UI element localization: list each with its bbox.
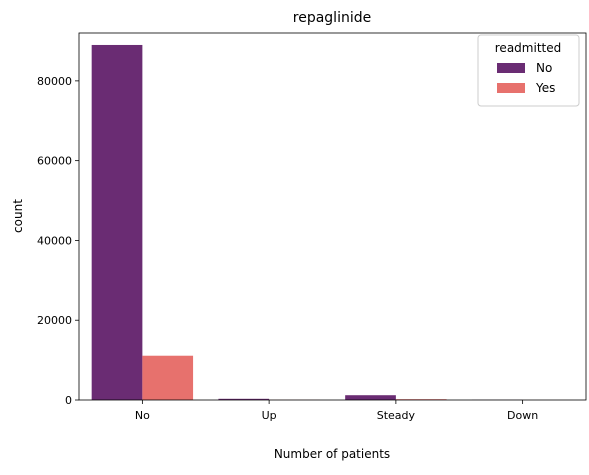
y-axis: 0 20000 40000 60000 80000 — [37, 75, 79, 407]
x-tick-label: Up — [262, 409, 277, 422]
legend-label-no: No — [536, 61, 552, 75]
legend-swatch-yes — [497, 83, 525, 93]
bar-no-yes — [142, 356, 193, 400]
y-tick-label: 40000 — [37, 234, 72, 247]
y-tick-label: 80000 — [37, 75, 72, 88]
bar-no-no — [92, 45, 143, 400]
legend-label-yes: Yes — [535, 81, 555, 95]
y-tick-label: 60000 — [37, 155, 72, 168]
legend-title: readmitted — [495, 41, 561, 55]
x-tick-label: Steady — [377, 409, 416, 422]
bar-steady-no — [345, 395, 396, 400]
y-tick-label: 0 — [65, 394, 72, 407]
chart-title: repaglinide — [293, 10, 371, 26]
y-axis-label: count — [11, 199, 25, 233]
legend: readmitted No Yes — [478, 35, 579, 106]
x-axis: No Up Steady Down — [135, 400, 538, 422]
x-tick-label: No — [135, 409, 150, 422]
legend-swatch-no — [497, 63, 525, 73]
x-axis-label: Number of patients — [274, 447, 390, 461]
y-tick-label: 20000 — [37, 314, 72, 327]
x-tick-label: Down — [507, 409, 538, 422]
